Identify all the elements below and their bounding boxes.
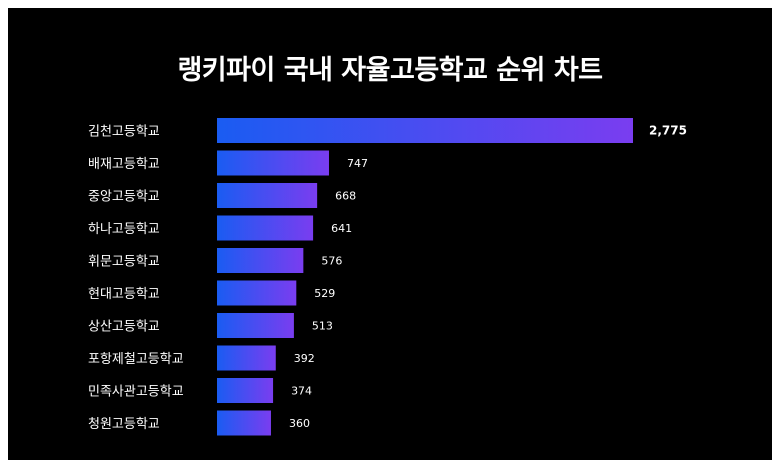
value-label: 529 xyxy=(314,287,335,300)
value-label: 641 xyxy=(331,222,352,235)
bar xyxy=(217,183,318,208)
value-label: 360 xyxy=(289,417,310,430)
bar xyxy=(217,410,271,436)
bar xyxy=(217,215,314,241)
chart-background xyxy=(8,8,772,460)
category-label: 현대고등학교 xyxy=(88,287,160,302)
category-label: 청원고등학교 xyxy=(88,417,160,432)
chart-title: 랭키파이 국내 자율고등학교 순위 차트 xyxy=(177,55,603,86)
category-label: 중앙고등학교 xyxy=(88,190,160,205)
bar xyxy=(217,150,329,176)
value-label: 374 xyxy=(291,385,312,398)
category-label: 김천고등학교 xyxy=(88,125,160,140)
bar xyxy=(217,118,633,143)
category-label: 휘문고등학교 xyxy=(88,255,160,270)
bar xyxy=(217,280,297,306)
bar xyxy=(217,248,304,273)
category-label: 상산고등학교 xyxy=(88,320,160,335)
category-label: 하나고등학교 xyxy=(88,222,160,237)
value-label: 668 xyxy=(335,190,356,203)
bars-group: 김천고등학교 2,775 배재고등학교 747 중앙고등학교 668 하나고등학교 641 휘문… xyxy=(88,118,687,436)
value-label: 513 xyxy=(312,320,333,333)
value-label: 392 xyxy=(294,352,315,365)
category-label: 민족사관고등학교 xyxy=(88,385,184,400)
bar xyxy=(217,345,276,371)
category-label: 배재고등학교 xyxy=(88,157,160,172)
value-label: 747 xyxy=(347,157,368,170)
value-label: 576 xyxy=(321,255,342,268)
bar xyxy=(217,313,294,338)
bar xyxy=(217,378,274,403)
category-label: 포항제철고등학교 xyxy=(88,352,184,367)
value-label: 2,775 xyxy=(649,124,687,138)
